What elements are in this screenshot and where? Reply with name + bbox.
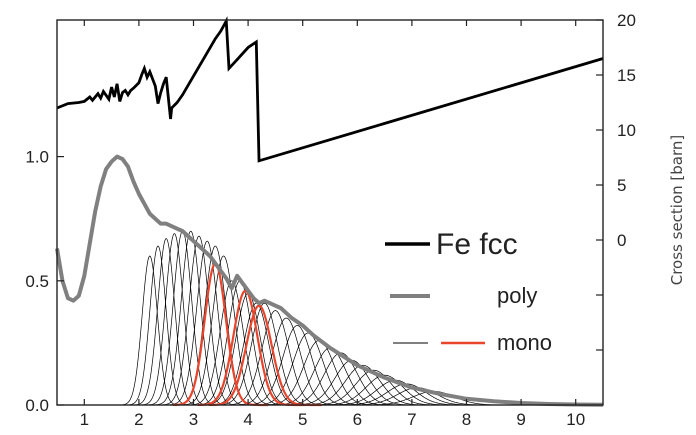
right-axis-title: Cross section [barn] (668, 135, 686, 286)
mono-curve (199, 292, 308, 406)
y-left-tick-label: 0.0 (25, 396, 49, 415)
poly-line (55, 154, 604, 407)
x-tick-label: 2 (134, 410, 143, 429)
plot-frame (56, 19, 604, 406)
y-right-tick-label: 20 (617, 11, 636, 30)
y-left-tick-label: 1.0 (25, 148, 49, 167)
x-tick-label: 9 (516, 410, 525, 429)
y-right-tick-label: 5 (617, 176, 626, 195)
mono-curve (206, 302, 318, 406)
y-right-tick-label: 10 (617, 121, 636, 140)
x-tick-label: 1 (80, 410, 89, 429)
x-tick-label: 3 (189, 410, 198, 429)
mono-curve (119, 255, 189, 406)
legend-fe-label: Fe fcc (436, 228, 518, 261)
mono-highlight-curves-group (172, 262, 322, 407)
x-tick-label: 10 (566, 410, 585, 429)
y-right-tick-label: 15 (617, 66, 636, 85)
mono-curve (146, 230, 229, 406)
x-tick-label: 6 (353, 410, 362, 429)
x-tick-label: 4 (243, 410, 252, 429)
legend: Fe fcc poly mono (385, 228, 552, 355)
y-right-tick-label: 0 (617, 231, 626, 250)
fe-series-group (56, 16, 604, 163)
x-tick-label: 5 (298, 410, 307, 429)
legend-mono-label: mono (497, 330, 552, 355)
y-left-tick-label: 0.5 (25, 272, 49, 291)
fe-fcc-line (56, 16, 604, 163)
x-tick-label: 8 (462, 410, 471, 429)
x-tick-label: 7 (407, 410, 416, 429)
axes-group: 1 2 3 4 5 6 7 8 9 10 0.0 0.5 1.0 0 5 10 15 20 (25, 11, 636, 429)
poly-series-group (55, 154, 604, 407)
legend-poly-label: poly (497, 283, 537, 308)
